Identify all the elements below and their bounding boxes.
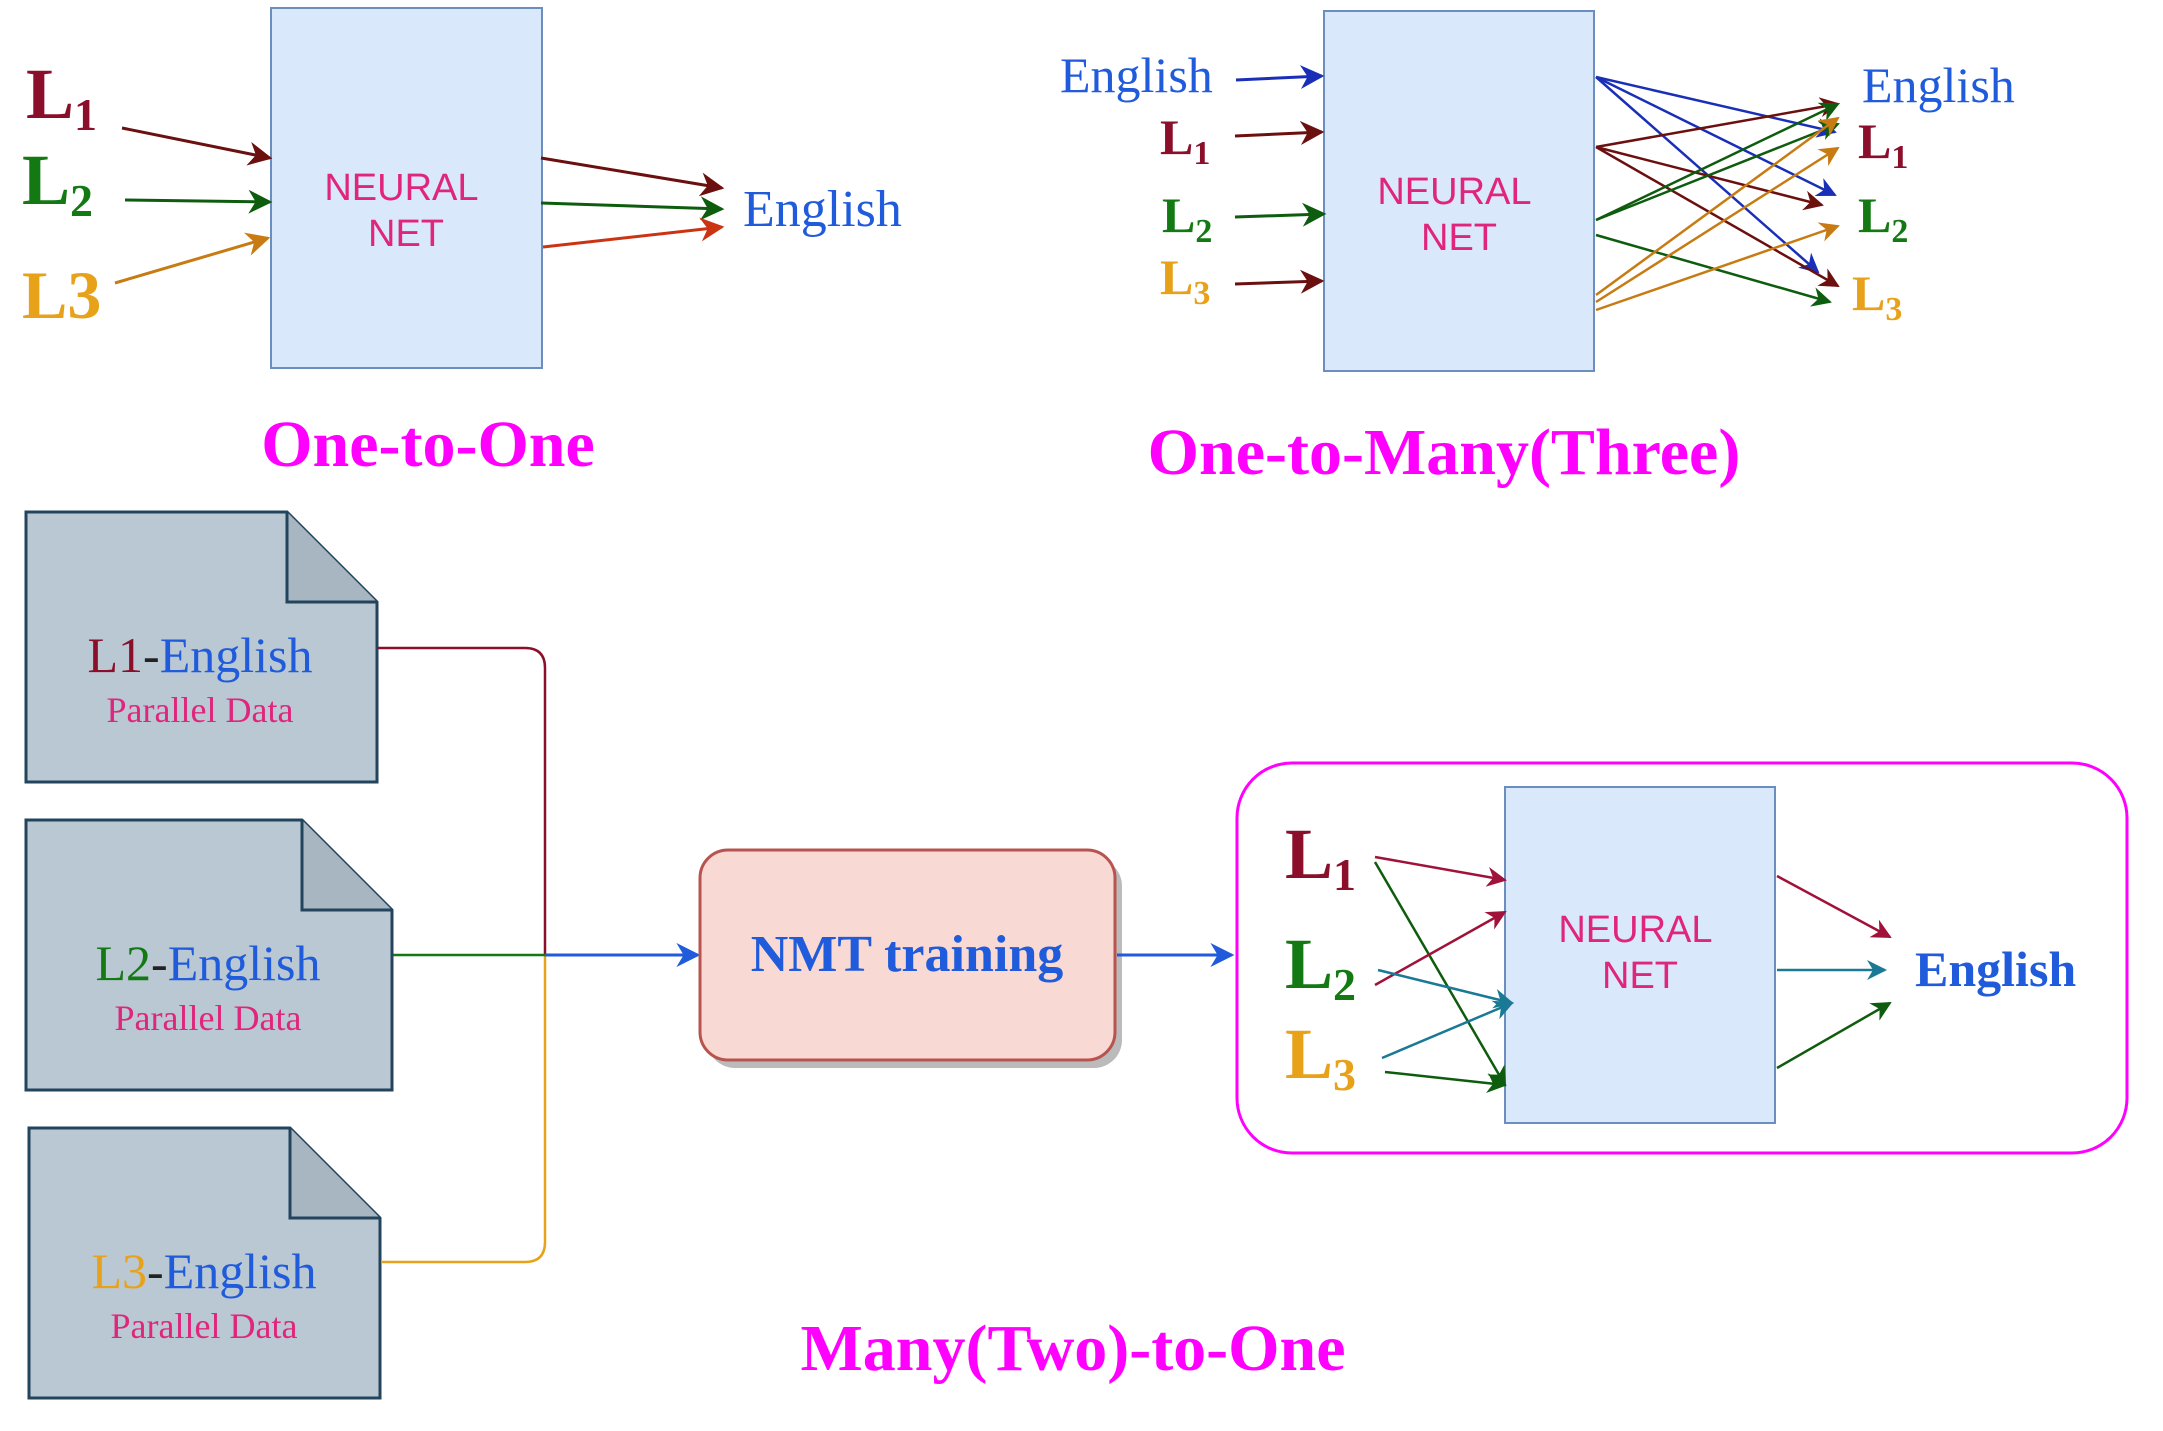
arrow-net-to-english-1 [1776,874,1892,939]
arrow-net-to-english-3 [1776,1001,1892,1070]
output-label-english: English [1862,57,2015,113]
arrow-net-to-english-2 [540,196,725,221]
arrow-english-to-net [1235,65,1325,89]
input-label-l1: L1 [1285,814,1356,900]
doc-fold [285,512,377,604]
input-label-l3: L3 [1160,249,1210,312]
doc-l1-english: L1-English Parallel Data [24,510,379,784]
one-to-many-neural-net-box [1323,10,1595,372]
arrow-l1-to-net [121,126,273,166]
nmt-training-box [698,848,1117,1062]
arrow-net-to-english-3 [542,217,725,249]
one-to-one-diagram: NEURAL NET L1 L2 L3 English One-to-One [22,7,902,481]
input-label-l2: L2 [1285,924,1356,1010]
arrow-l2-to-net [1234,202,1327,227]
net-line1: NEURAL [324,167,477,209]
arrow-l2-to-net [124,189,273,214]
input-label-l1: L1 [26,54,97,140]
doc-title: L1-English [88,627,313,683]
output-label-english: English [1915,941,2076,997]
fan-maroon-3 [1595,145,1840,288]
doc-title: L3-English [92,1243,317,1299]
fan-green-2 [1595,121,1840,222]
output-label-english: English [743,181,902,238]
arrow-l1-to-net [1234,121,1325,145]
arrow-l2-cross-to-net [1374,910,1507,987]
fan-orange-2 [1595,146,1840,304]
arrow-l2-to-net [1377,968,1514,1009]
connector-l3 [381,955,547,1264]
one-to-many-diagram: NEURAL NET English L1 L2 L3 [1060,10,2015,489]
net-line2: NET [368,213,444,255]
doc-fold [288,1128,380,1220]
doc-l2-english: L2-English Parallel Data [24,818,394,1092]
doc-title: L2-English [96,935,321,991]
input-label-l2: L2 [22,140,93,226]
fan-maroon-1 [1595,97,1840,149]
fan-green-1 [1595,102,1840,222]
input-label-l3: L3 [1285,1014,1356,1100]
arrow-net-to-english-1 [540,156,725,197]
one-to-one-neural-net-label: NEURAL NET [324,167,487,255]
input-label-l3: L3 [22,257,101,333]
arrow-l3-to-net [1234,269,1325,294]
fan-out-arrows [1595,75,1840,312]
input-label-l1: L1 [1160,109,1210,172]
input-label-english: English [1060,47,1213,103]
one-to-many-neural-net-label: NEURAL NET [1377,171,1540,259]
doc-caption: Parallel Data [115,998,302,1038]
one-to-many-title: One-to-Many(Three) [1148,416,1741,489]
doc-fold [300,820,392,912]
output-label-l2: L2 [1858,187,1908,250]
many-to-one-title: Many(Two)-to-One [800,1312,1345,1385]
doc-l3-english: L3-English Parallel Data [27,1126,382,1400]
net-line2: NET [1421,217,1497,259]
arrow-l1-cross-to-net [1373,861,1507,1087]
connector-l1 [378,646,547,955]
one-to-one-neural-net-box [270,7,543,369]
input-label-l2: L2 [1162,187,1212,250]
doc-caption: Parallel Data [111,1306,298,1346]
fan-orange-3 [1595,222,1840,312]
output-label-l1: L1 [1858,113,1908,176]
doc-caption: Parallel Data [107,690,294,730]
output-label-l3: L3 [1852,265,1902,328]
many-to-one-neural-net-label: NEURAL NET [1558,909,1721,997]
net-line2: NET [1602,955,1678,997]
net-line1: NEURAL [1558,909,1711,951]
many-to-one-neural-net-box [1504,786,1776,1124]
fan-blue-1 [1595,75,1837,138]
one-to-one-title: One-to-One [261,408,595,481]
arrow-l3-straight-to-net [1384,1070,1507,1094]
nmt-training-label: NMT training [751,926,1064,983]
arrow-l3-to-net [114,232,271,285]
net-line1: NEURAL [1377,171,1530,213]
arrow-l3-to-net [1381,1000,1514,1060]
fan-orange-1 [1595,116,1840,297]
arrow-l1-to-net [1374,855,1507,887]
many-to-one-diagram: L1-English Parallel Data L2-English Para… [24,510,2129,1400]
